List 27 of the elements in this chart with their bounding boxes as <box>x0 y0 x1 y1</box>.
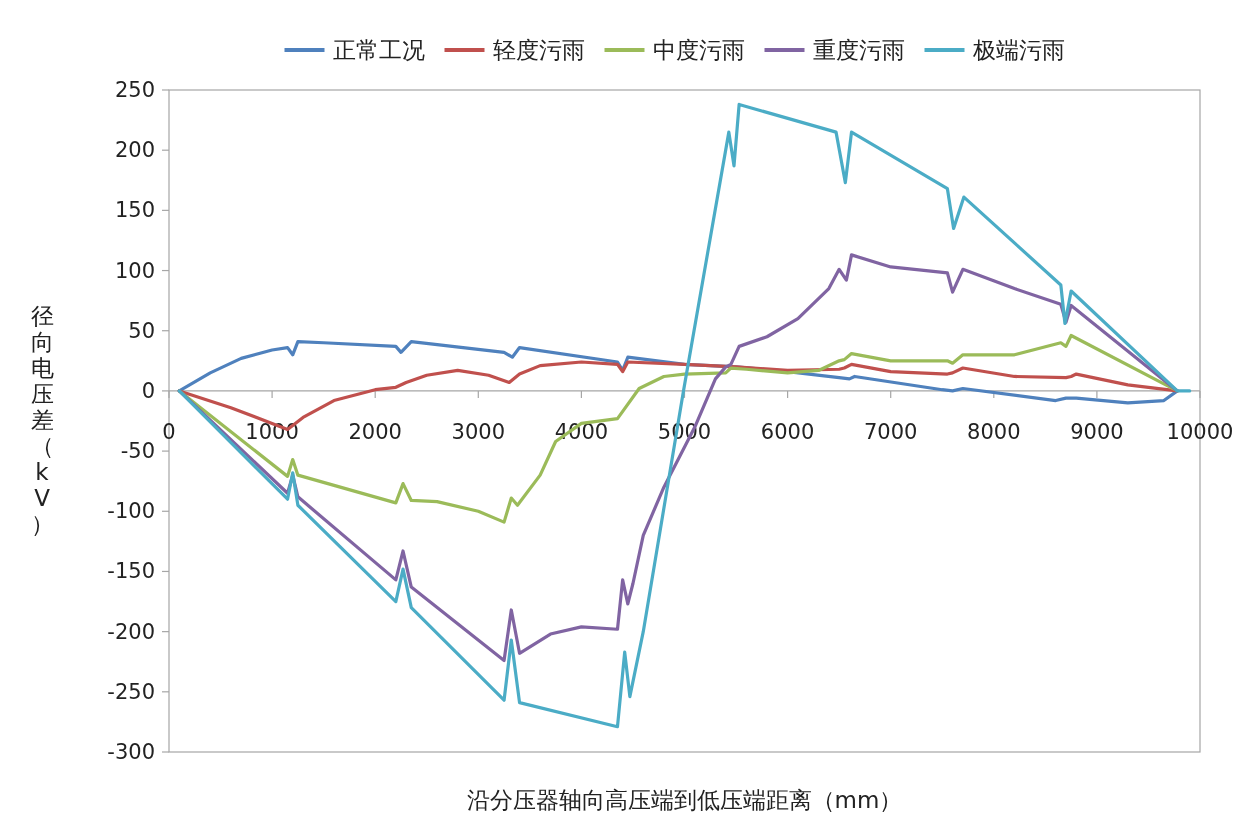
x-tick-label: 9000 <box>1070 419 1124 444</box>
x-tick-label: 6000 <box>760 419 815 444</box>
legend-label: 正常工况 <box>332 37 425 63</box>
y-tick-label: 250 <box>114 78 155 102</box>
legend-label: 重度污雨 <box>812 37 905 63</box>
y-tick-label: 150 <box>114 198 155 223</box>
y-tick-label: 100 <box>114 258 155 283</box>
legend-label: 中度污雨 <box>652 37 745 63</box>
x-axis-title: 沿分压器轴向高压端到低压端距离（mm） <box>466 787 903 813</box>
x-tick-label: 7000 <box>863 419 918 444</box>
y-tick-label: -150 <box>107 559 155 584</box>
y-tick-label: -200 <box>107 619 155 644</box>
y-tick-label: -250 <box>107 679 155 704</box>
legend-label: 轻度污雨 <box>492 37 585 63</box>
y-tick-label: -50 <box>120 439 155 464</box>
y-tick-label: 200 <box>114 138 155 163</box>
legend-label: 极端污雨 <box>971 37 1065 63</box>
x-tick-label: 10000 <box>1166 419 1234 444</box>
y-axis-title: 径向电压差（kV） <box>30 303 54 537</box>
x-tick-label: 3000 <box>451 419 506 444</box>
x-tick-label: 2000 <box>348 419 402 444</box>
x-tick-label: 0 <box>162 419 176 444</box>
x-tick-label: 8000 <box>967 419 1021 444</box>
y-tick-label: 0 <box>141 378 155 403</box>
y-tick-label: -300 <box>107 740 155 764</box>
y-tick-label: -100 <box>107 499 155 524</box>
y-tick-label: 50 <box>128 318 155 343</box>
